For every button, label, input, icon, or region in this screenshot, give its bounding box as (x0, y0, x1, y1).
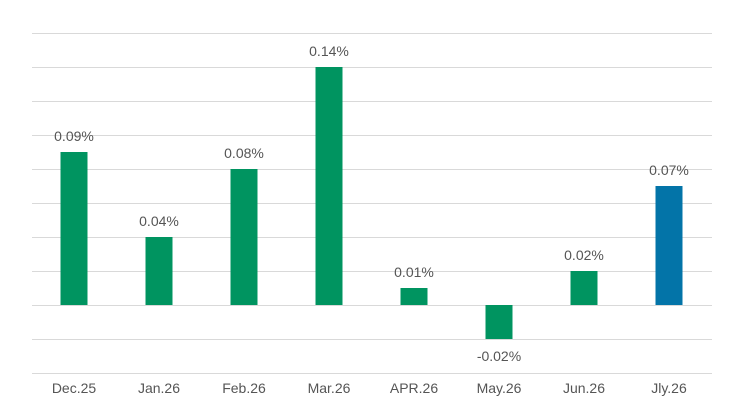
x-tick-label: Feb.26 (222, 380, 266, 396)
data-label: -0.02% (477, 348, 521, 364)
data-label: 0.07% (649, 162, 689, 178)
x-axis-tick-labels: Dec.25 Jan.26 Feb.26 Mar.26 APR.26 May.26 Jun.… (52, 380, 687, 396)
x-tick-label: Jan.26 (138, 380, 180, 396)
x-tick-label: Jun.26 (563, 380, 605, 396)
data-label: 0.08% (224, 145, 264, 161)
bar-may-26 (485, 305, 513, 339)
data-label: 0.14% (309, 43, 349, 59)
bar-dec-25 (60, 152, 88, 305)
x-tick-label: Dec.25 (52, 380, 97, 396)
gridlines (32, 33, 712, 374)
x-tick-label: APR.26 (390, 380, 438, 396)
bar-jly-26 (655, 186, 683, 305)
data-label: 0.01% (394, 264, 434, 280)
data-labels: 0.09% 0.04% 0.08% 0.14% 0.01% -0.02% 0.02% 0.07… (54, 43, 689, 364)
data-label: 0.04% (139, 213, 179, 229)
bar-jun-26 (570, 271, 598, 305)
x-tick-label: May.26 (477, 380, 522, 396)
bar-feb-26 (230, 169, 258, 305)
data-label: 0.09% (54, 128, 94, 144)
bar-apr-26 (400, 288, 428, 305)
bars (60, 67, 683, 339)
bar-jan-26 (145, 237, 173, 305)
x-tick-label: Mar.26 (308, 380, 351, 396)
data-label: 0.02% (564, 247, 604, 263)
x-tick-label: Jly.26 (651, 380, 687, 396)
bar-mar-26 (315, 67, 343, 305)
